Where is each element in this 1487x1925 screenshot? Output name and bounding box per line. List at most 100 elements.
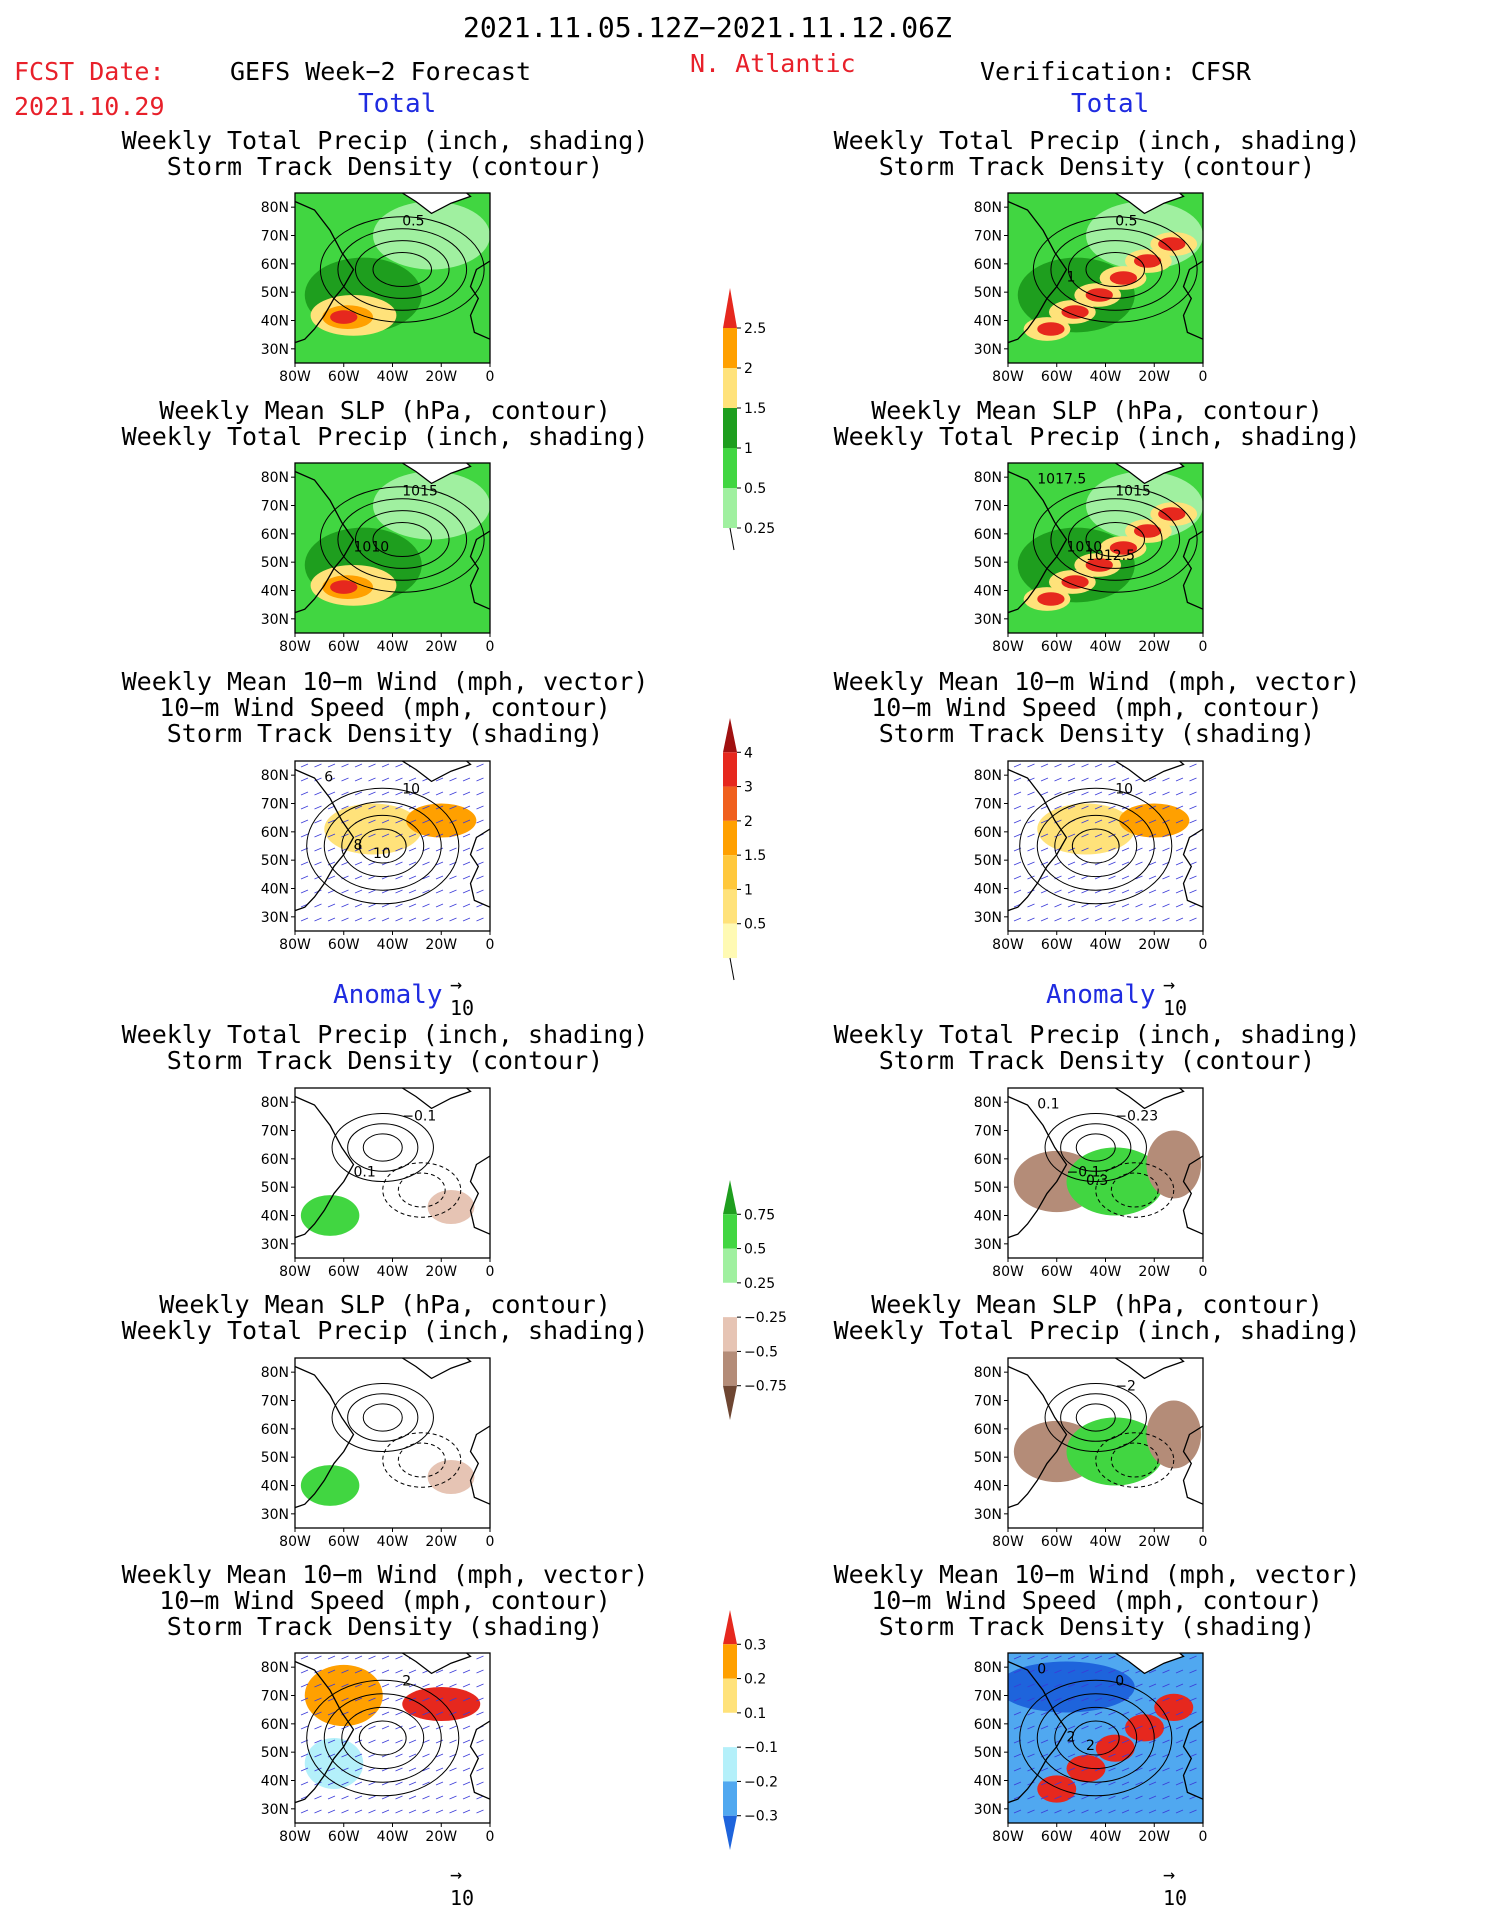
lon-tick-label: 40W [1090,639,1122,655]
wind-vector [395,1697,403,1702]
track-anom-band [1125,1714,1164,1742]
wind-vector [422,819,430,824]
lat-tick-label: 30N [974,1237,1002,1253]
wind-vector [1189,875,1197,880]
track-light [324,803,422,855]
lon-tick-label: 0 [1199,937,1208,953]
lat-tick-label: 60N [974,527,1002,543]
wind-vector [341,1725,349,1730]
lon-tick-label: 40W [377,639,409,655]
map-panel-obs-wind-anomaly: 80N 70N 60N 50N 40N 30N 80W 60W 40W 20W 0 0 2 0 2 [974,1652,1207,1845]
wind-vector [300,805,309,810]
colorbar-cap-bottom [723,1385,737,1420]
wind-vector [1027,1739,1035,1744]
precip-band-core [1085,558,1113,572]
wind-vector [435,1739,444,1744]
wind-vector [1162,1739,1170,1744]
wind-vector [1121,833,1130,838]
wind-vector [314,917,322,922]
wind-vector [354,791,363,796]
wind-vector [300,861,309,866]
wind-vector [476,889,484,894]
wind-vector [1013,1683,1022,1688]
contour-label: 1017.5 [1037,472,1086,488]
wind-vector [1108,875,1116,880]
wind-vector [327,917,336,922]
lon-tick-label: 80W [992,369,1024,385]
lon-tick-label: 80W [992,1829,1024,1845]
wind-vector [314,861,322,866]
wind-vector [462,1669,471,1674]
lat-tick-label: 40N [974,314,1002,330]
lat-tick-label: 30N [261,612,289,628]
contour-line [1050,228,1181,311]
lat-tick-label: 80N [974,1365,1002,1381]
lat-tick-label: 60N [974,1152,1002,1168]
wind-vector [1067,805,1076,810]
wind-vector [1162,1669,1170,1674]
wind-vector [1054,1795,1062,1800]
lat-tick-label: 40N [261,314,289,330]
wind-vector [327,1809,336,1814]
wind-vector [408,847,417,852]
lon-tick-label: 40W [1090,369,1122,385]
wind-vector [476,763,484,768]
wind-vector [1148,889,1157,894]
wind-vector [395,777,403,782]
colorbar-label: 2 [744,361,753,377]
contour-label: 2 [402,1673,411,1689]
wind-speed-contour [1071,828,1120,864]
wind-vector [1040,1767,1049,1772]
wind-vector [314,903,322,908]
wind-vector [1108,763,1116,768]
europe-coast [1182,1155,1203,1235]
map-panel-fcst-precip-track: 80N 70N 60N 50N 40N 30N 80W 60W 40W 20W 0 0.5 [261,192,494,385]
wind-vector [354,777,363,782]
wind-vector [354,1795,363,1800]
wind-vector [1148,875,1157,880]
lat-tick-label: 50N [261,555,289,571]
lat-tick-label: 30N [974,342,1002,358]
wind-vector [327,1655,336,1660]
contour-label: 0.3 [1086,1173,1108,1189]
vector-ref-fcst-anom: → 10 [450,1862,475,1910]
wind-vector [327,763,336,768]
wind-vector [462,819,471,824]
lat-tick-label: 70N [974,1124,1002,1140]
wind-speed-contour [1054,814,1138,878]
wind-vector [1081,833,1089,838]
wind-vector [1108,791,1116,796]
precip-band-core [1109,271,1138,285]
wind-vector [462,889,471,894]
wind-vector [462,805,471,810]
contour-label: −0.1 [1067,1165,1101,1181]
wind-vector [449,1739,457,1744]
wind-vector [1135,1809,1143,1814]
wind-vector [476,791,484,796]
wind-vector [341,777,349,782]
wind-vector [435,777,444,782]
wind-vector [354,763,363,768]
wind-speed-contour [1036,1693,1155,1783]
lat-tick-label: 80N [974,1660,1002,1676]
greenland-coast [401,463,472,485]
wind-vector [1013,763,1022,768]
wind-vector [1121,889,1130,894]
wind-vector [476,805,484,810]
precip-band-core [1061,305,1089,319]
wind-vector [1121,819,1130,824]
wind-vector [1175,777,1184,782]
lat-tick-label: 60N [261,527,289,543]
wind-vector [354,917,363,922]
wind-vector [368,791,376,796]
map-area [295,1653,490,1823]
wind-vector [395,1795,403,1800]
wind-vector [368,1795,376,1800]
wind-vector [1067,1781,1076,1786]
wind-vector [1094,777,1103,782]
wind-vector [314,1697,322,1702]
wind-vector [1108,1753,1116,1758]
wind-vector [1027,1767,1035,1772]
wind-vector [1081,1753,1089,1758]
wind-vector [1148,917,1157,922]
